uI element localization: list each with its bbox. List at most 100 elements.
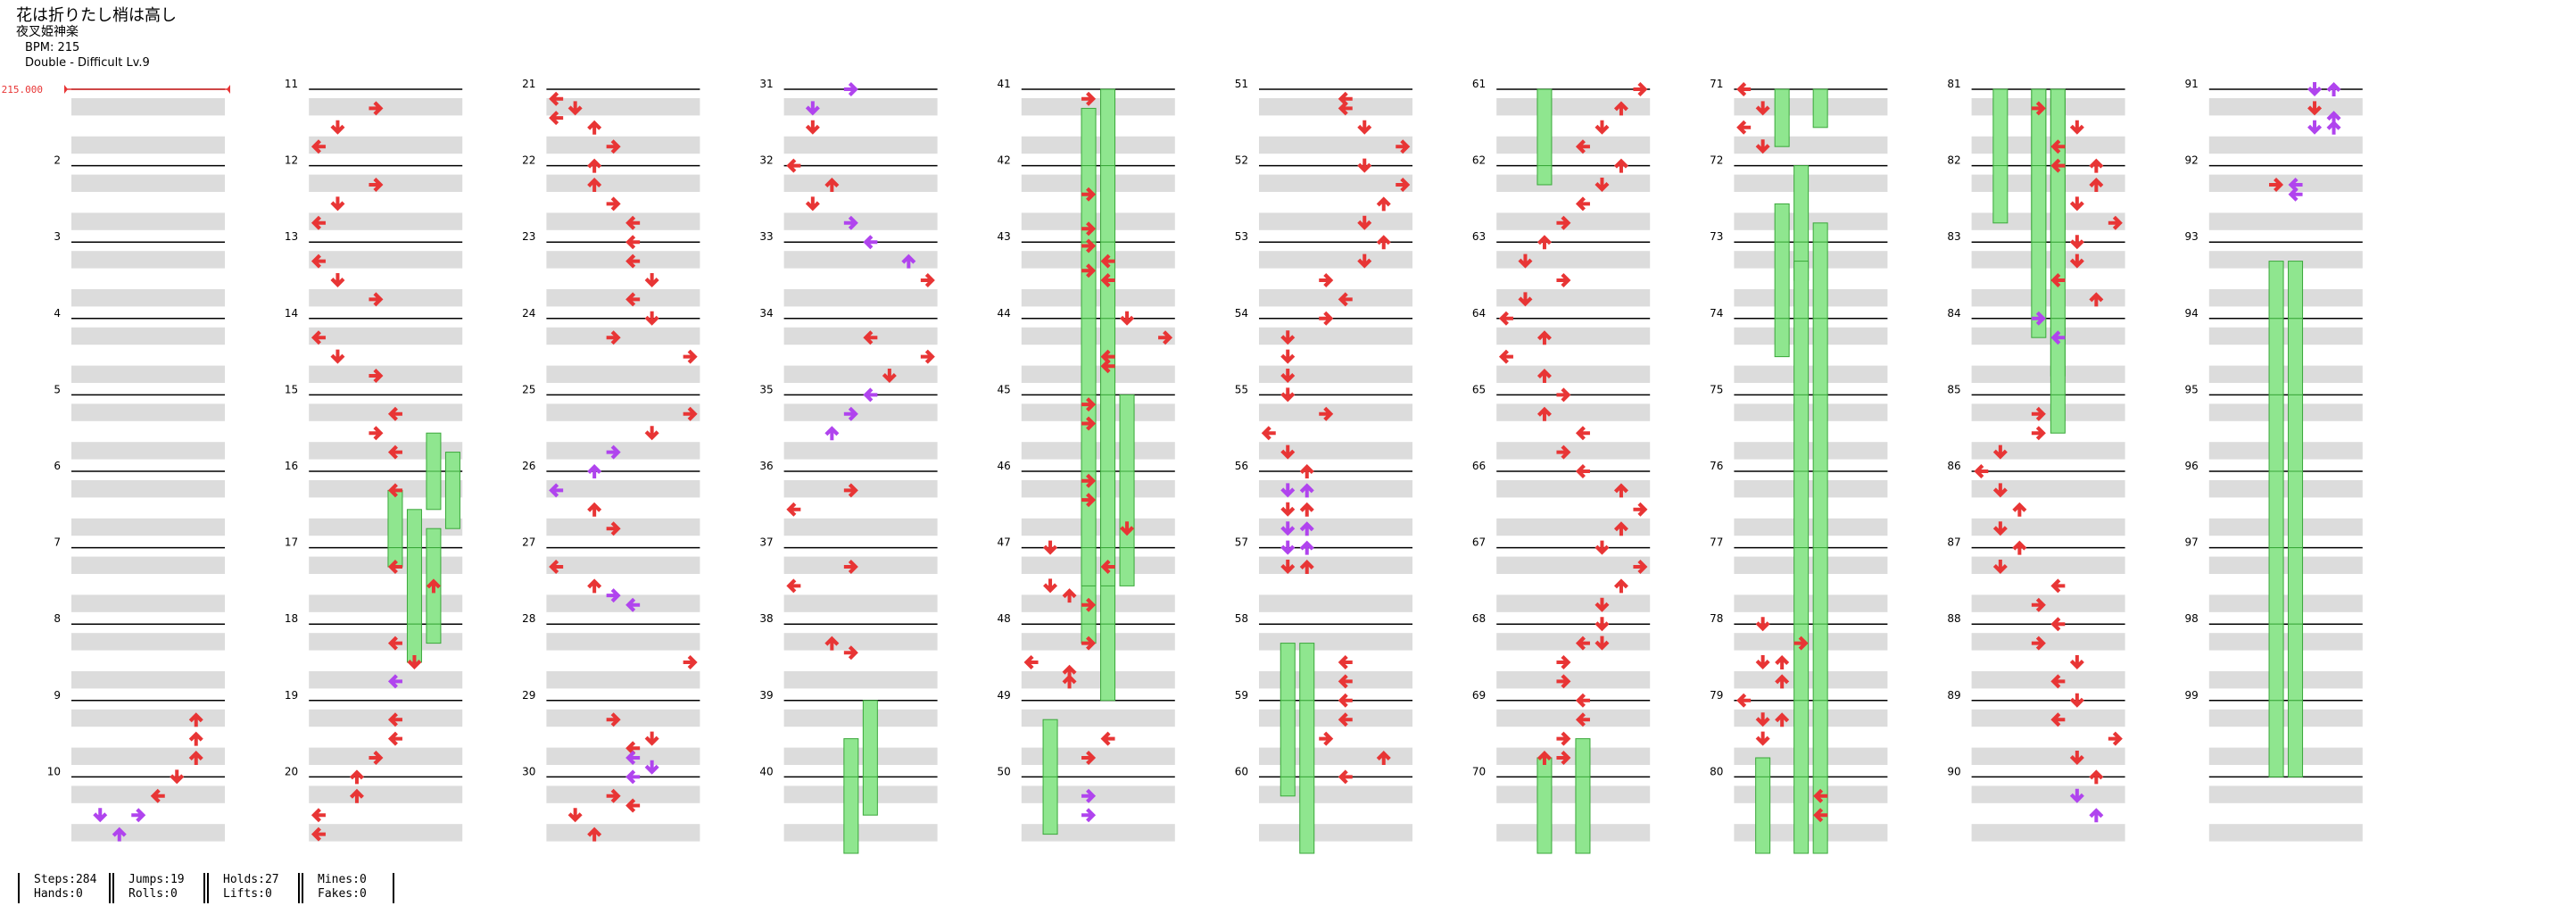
step-arrow xyxy=(549,111,564,126)
arrow-shape xyxy=(330,273,345,287)
hold-note xyxy=(1100,165,1116,243)
arrow-shape xyxy=(1338,693,1353,708)
step-arrow xyxy=(1357,120,1372,135)
beat-stripe xyxy=(546,403,700,421)
measure-label: 40 xyxy=(759,765,773,777)
rolls-count: Rolls:0 xyxy=(128,887,178,901)
step-arrow xyxy=(1081,493,1097,508)
hold-note xyxy=(1793,776,1810,854)
step-arrow xyxy=(1261,426,1276,441)
step-arrow xyxy=(1755,655,1770,669)
measure-label: 55 xyxy=(1235,383,1248,395)
beat-stripe xyxy=(783,518,938,536)
arrow-shape xyxy=(311,808,326,823)
measure-label: 51 xyxy=(1235,78,1248,90)
beat-stripe xyxy=(1971,365,2125,383)
step-arrow xyxy=(1613,158,1628,173)
arrow-shape xyxy=(1357,158,1372,173)
arrow-shape xyxy=(1518,253,1533,269)
measure-label: 19 xyxy=(285,689,298,702)
measure-label: 58 xyxy=(1235,612,1248,625)
beat-stripe xyxy=(1496,365,1651,383)
beat-stripe xyxy=(1734,785,1888,803)
hold-note xyxy=(2031,165,2047,243)
arrow-shape xyxy=(2050,158,2066,173)
hold-note xyxy=(1793,261,1810,320)
arrow-shape xyxy=(387,483,402,498)
arrow-shape xyxy=(587,178,602,192)
beat-stripe xyxy=(546,785,700,803)
arrow-shape xyxy=(1081,221,1097,237)
beat-stripe xyxy=(71,824,225,842)
step-arrow xyxy=(1280,560,1296,574)
arrow-shape xyxy=(1536,235,1552,250)
arrow-shape xyxy=(2050,139,2066,154)
beat-stripe xyxy=(546,824,700,842)
step-arrow xyxy=(1299,464,1314,478)
step-arrow xyxy=(824,178,840,192)
beat-stripe xyxy=(309,251,463,269)
measure-label: 92 xyxy=(2185,154,2199,167)
step-arrow xyxy=(349,788,364,803)
step-arrow xyxy=(1613,101,1628,116)
arrow-shape xyxy=(606,521,621,536)
step-arrow xyxy=(188,751,203,765)
measure-label: 65 xyxy=(1472,383,1486,395)
step-arrow xyxy=(1992,445,2008,460)
hold-note xyxy=(1793,394,1810,472)
arrow-shape xyxy=(2069,693,2084,708)
fakes-count: Fakes:0 xyxy=(318,887,367,901)
arrow-shape xyxy=(1575,712,1590,727)
measure-label: 44 xyxy=(998,307,1011,320)
beat-stripe xyxy=(71,403,225,421)
step-arrow xyxy=(2069,196,2084,212)
arrow-shape xyxy=(1556,387,1571,403)
step-arrow xyxy=(1813,788,1828,803)
beat-stripe xyxy=(71,251,225,269)
arrow-shape xyxy=(1992,560,2008,574)
hold-note xyxy=(2288,318,2304,395)
step-arrow xyxy=(587,158,602,173)
measure-label: 45 xyxy=(998,383,1011,395)
arrow-shape xyxy=(1575,196,1590,212)
measure-label: 90 xyxy=(1947,765,1960,777)
arrow-shape xyxy=(2050,617,2066,632)
arrow-shape xyxy=(549,560,564,574)
arrow-shape xyxy=(2269,178,2284,192)
beat-stripe xyxy=(546,136,700,154)
beat-stripe xyxy=(1971,633,2125,651)
measure-label: 68 xyxy=(1472,612,1486,625)
stats-col-mines: Mines:0 Fakes:0 xyxy=(302,873,394,903)
beat-stripe xyxy=(71,709,225,727)
beat-stripe xyxy=(1496,442,1651,460)
arrow-shape xyxy=(843,560,858,574)
step-arrow xyxy=(863,387,878,403)
beat-stripe xyxy=(2208,785,2363,803)
step-arrow xyxy=(387,445,402,460)
beat-stripe xyxy=(1734,594,1888,612)
arrow-shape xyxy=(1100,359,1115,374)
arrow-shape xyxy=(1120,311,1135,326)
step-arrow xyxy=(843,483,858,498)
measure-label: 48 xyxy=(998,612,1011,625)
beat-stripe xyxy=(1734,365,1888,383)
arrow-shape xyxy=(1396,178,1411,192)
arrow-shape xyxy=(1613,158,1628,173)
arrow-shape xyxy=(2050,712,2066,727)
step-arrow xyxy=(606,712,621,727)
beat-stripe xyxy=(2208,289,2363,307)
beat-stripe xyxy=(1259,212,1412,230)
measure-label: 27 xyxy=(522,536,535,549)
measure-label: 97 xyxy=(2185,536,2199,549)
stats-col-holds: Holds:27 Lifts:0 xyxy=(207,873,300,903)
arrow-shape xyxy=(587,464,602,478)
step-arrow xyxy=(2307,82,2323,96)
hold-note xyxy=(1793,623,1810,702)
arrow-shape xyxy=(369,292,384,307)
arrow-shape xyxy=(549,91,564,106)
arrow-shape xyxy=(369,369,384,383)
arrow-shape xyxy=(311,215,326,230)
step-arrow xyxy=(330,349,345,364)
measure-label: 5 xyxy=(54,383,61,395)
measure-label: 76 xyxy=(1710,460,1723,472)
